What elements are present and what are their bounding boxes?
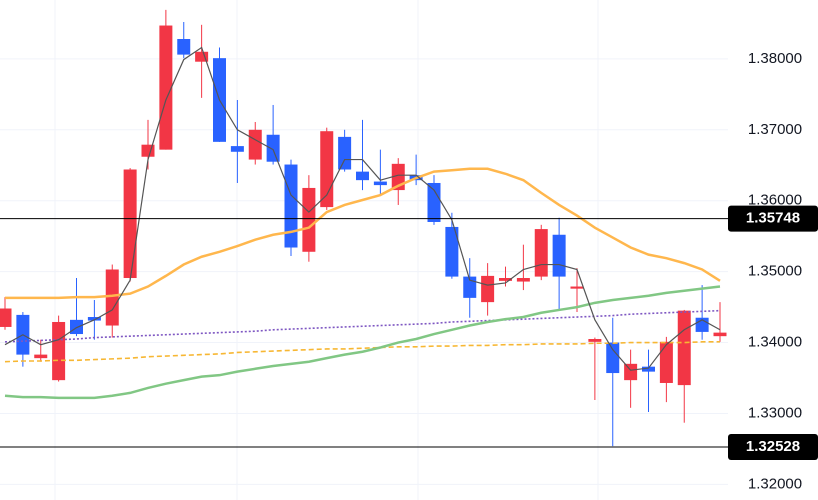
- candle-body: [624, 363, 638, 381]
- candle-body: [177, 39, 191, 55]
- price-marker-label: 1.35748: [746, 210, 800, 227]
- moving-average-line: [4, 285, 721, 400]
- candle-body: [230, 146, 244, 152]
- candle-body: [499, 278, 512, 281]
- candle-body: [659, 341, 673, 383]
- candle-body: [481, 275, 495, 303]
- candle-body: [52, 321, 66, 381]
- candle-body: [445, 226, 459, 277]
- moving-average-line: [4, 309, 721, 343]
- candle-body: [302, 187, 316, 252]
- candle-body: [123, 169, 137, 279]
- y-tick-label: 1.37000: [748, 121, 802, 138]
- moving-average-line: [4, 341, 720, 363]
- candle-body: [588, 339, 602, 342]
- candle-body: [570, 286, 584, 289]
- y-tick-label: 1.38000: [748, 50, 802, 67]
- candle-body: [642, 366, 655, 372]
- candle-body: [606, 342, 620, 374]
- candle-body: [534, 229, 548, 277]
- candle-body: [159, 25, 173, 150]
- candle-body: [105, 269, 119, 326]
- y-tick-label: 1.32000: [748, 475, 802, 492]
- y-tick-label: 1.36000: [748, 192, 802, 209]
- candle-body: [266, 134, 280, 162]
- y-tick-label: 1.33000: [748, 404, 802, 421]
- candle-body: [463, 276, 477, 298]
- y-tick-label: 1.34000: [748, 334, 802, 351]
- candle-body: [356, 171, 369, 181]
- y-tick-label: 1.35000: [748, 263, 802, 280]
- price-marker: [728, 205, 818, 232]
- candle-body: [677, 310, 691, 386]
- candle-body: [87, 317, 101, 321]
- moving-average-line: [5, 167, 721, 300]
- candle-body: [373, 181, 387, 186]
- candle-body: [516, 278, 530, 282]
- candle-body: [195, 51, 209, 62]
- candle-body: [284, 164, 298, 248]
- moving-average-line: [4, 46, 721, 371]
- candle-body: [34, 354, 48, 359]
- price-marker-label: 1.32528: [746, 438, 800, 455]
- candle-body: [552, 234, 566, 277]
- candle-body: [0, 308, 12, 327]
- candle-body: [248, 129, 262, 160]
- candle-body: [713, 332, 727, 337]
- price-marker: [728, 433, 818, 460]
- candle-body: [427, 182, 441, 222]
- candle-body: [70, 319, 83, 335]
- candle-body: [338, 136, 352, 170]
